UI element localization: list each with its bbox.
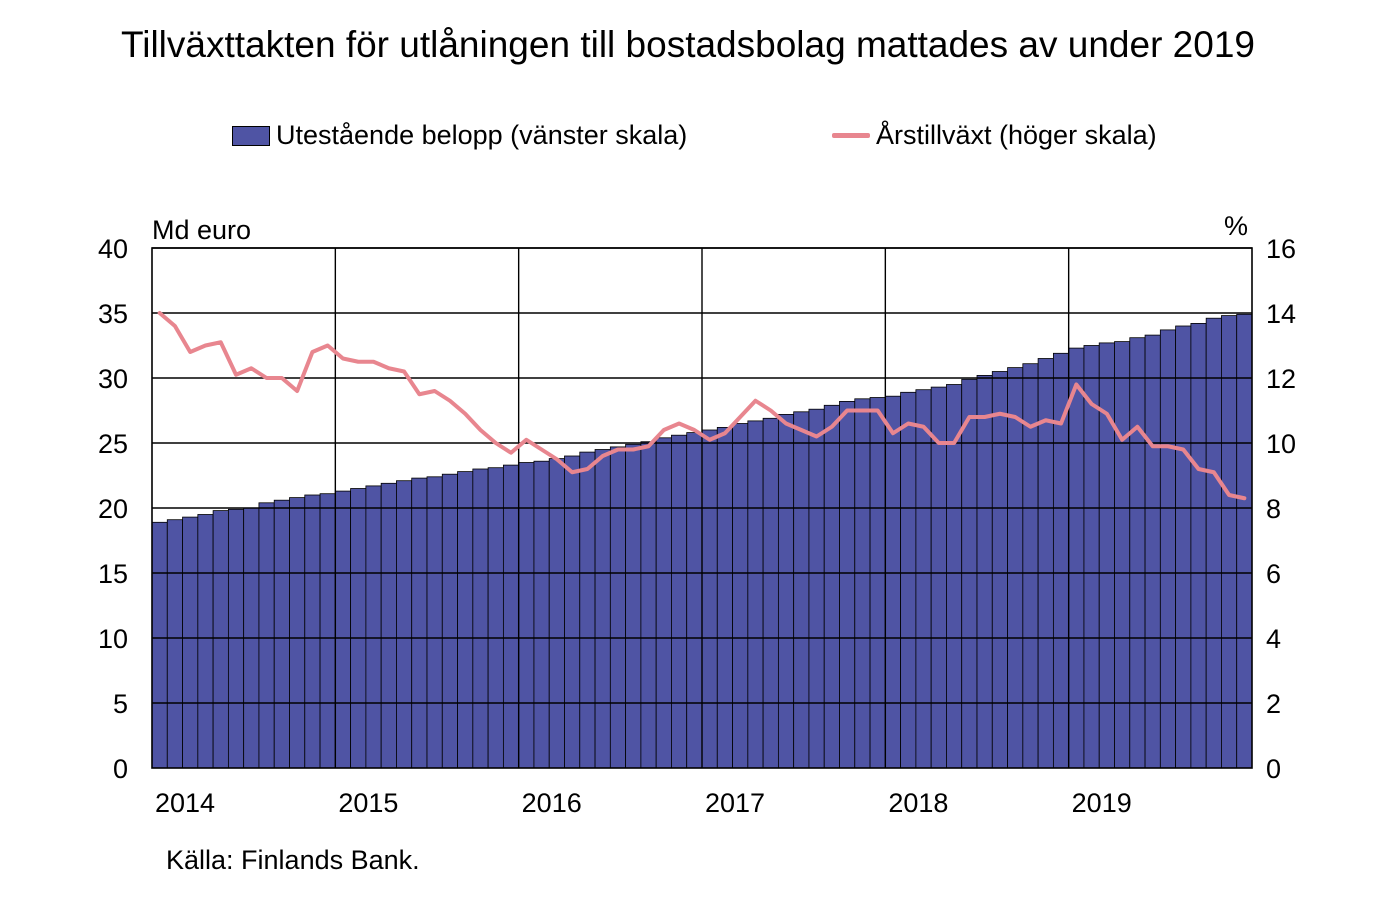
bar	[273, 499, 290, 769]
bar	[365, 485, 382, 769]
bar	[1052, 352, 1070, 769]
x-tick-label: 2019	[1072, 788, 1132, 818]
bar	[1114, 341, 1131, 769]
bar	[1098, 342, 1115, 769]
left-tick-label: 20	[98, 494, 128, 524]
bar	[854, 398, 871, 769]
bar	[441, 473, 458, 769]
bar	[548, 458, 565, 769]
left-tick-label: 30	[98, 364, 128, 394]
left-tick-label: 5	[113, 689, 128, 719]
bar	[487, 467, 504, 769]
plot-frame	[151, 247, 1253, 769]
bar	[762, 417, 779, 769]
right-tick-label: 10	[1266, 429, 1296, 459]
legend: Utestående belopp (vänster skala) Årstil…	[0, 120, 1376, 160]
bar	[594, 449, 611, 769]
bar	[655, 437, 672, 769]
bar	[197, 514, 214, 769]
bar	[716, 426, 733, 769]
bar	[777, 413, 795, 769]
bar	[686, 432, 703, 769]
left-axis-unit: Md euro	[152, 215, 252, 245]
bar	[380, 482, 397, 769]
bar	[1221, 315, 1238, 769]
x-tick-label: 2018	[888, 788, 948, 818]
bar	[258, 502, 275, 769]
bar	[1159, 329, 1177, 769]
legend-swatch-line	[832, 133, 870, 138]
bar	[869, 397, 886, 769]
bar	[289, 497, 306, 769]
bar	[350, 488, 367, 769]
right-tick-label: 2	[1266, 689, 1281, 719]
bar	[411, 477, 428, 769]
bar	[625, 443, 642, 769]
bar	[304, 494, 321, 769]
legend-label-bar: Utestående belopp (vänster skala)	[276, 120, 688, 150]
bar	[823, 404, 840, 769]
chart-title: Tillväxttakten för utlåningen till bosta…	[121, 24, 1255, 65]
bar	[793, 411, 810, 769]
bar	[640, 441, 657, 769]
bar	[396, 480, 413, 769]
bar	[1236, 313, 1253, 769]
bar	[579, 451, 596, 769]
bar	[915, 389, 932, 769]
bar	[839, 400, 856, 769]
bar	[976, 374, 993, 769]
bar	[166, 519, 183, 769]
source-note: Källa: Finlands Bank.	[166, 845, 420, 875]
right-tick-label: 16	[1266, 234, 1296, 264]
bar	[747, 420, 764, 769]
bar	[182, 516, 199, 769]
left-tick-label: 35	[98, 299, 128, 329]
right-tick-label: 12	[1266, 364, 1296, 394]
right-tick-label: 6	[1266, 559, 1281, 589]
bar	[884, 395, 902, 769]
series-line	[157, 311, 1247, 501]
bar	[991, 371, 1008, 769]
bar	[212, 510, 229, 769]
bar	[1007, 367, 1024, 769]
right-tick-label: 8	[1266, 494, 1281, 524]
bar	[334, 490, 352, 769]
x-tick-label: 2016	[522, 788, 582, 818]
bar	[472, 468, 489, 769]
x-tick-label: 2017	[705, 788, 765, 818]
bar	[1190, 322, 1207, 769]
legend-item-bar: Utestående belopp (vänster skala)	[232, 120, 687, 151]
bar	[457, 471, 474, 769]
x-tick-label: 2015	[338, 788, 398, 818]
bar	[151, 521, 168, 769]
legend-swatch-bar	[232, 125, 270, 146]
x-tick-label: 2014	[155, 788, 215, 818]
bar	[900, 391, 917, 769]
bar	[701, 429, 718, 769]
bar	[564, 455, 581, 769]
left-tick-label: 10	[98, 624, 128, 654]
right-axis-unit: %	[1223, 211, 1248, 241]
bar	[502, 464, 520, 769]
bar	[732, 423, 749, 769]
bar	[1205, 317, 1222, 769]
bar	[1175, 325, 1192, 769]
right-tick-label: 14	[1266, 299, 1296, 329]
bar	[609, 446, 627, 769]
left-tick-label: 40	[98, 234, 128, 264]
right-tick-label: 0	[1266, 754, 1281, 784]
bar	[671, 434, 688, 769]
bar	[319, 493, 336, 769]
left-tick-label: 25	[98, 429, 128, 459]
bar	[1068, 347, 1085, 769]
left-tick-label: 15	[98, 559, 128, 589]
bar	[808, 408, 825, 769]
legend-item-line: Årstillväxt (höger skala)	[832, 120, 1157, 151]
legend-label-line: Årstillväxt (höger skala)	[876, 120, 1157, 150]
bar	[533, 460, 550, 769]
right-tick-label: 4	[1266, 624, 1281, 654]
left-tick-label: 0	[113, 754, 128, 784]
bar	[426, 476, 443, 769]
